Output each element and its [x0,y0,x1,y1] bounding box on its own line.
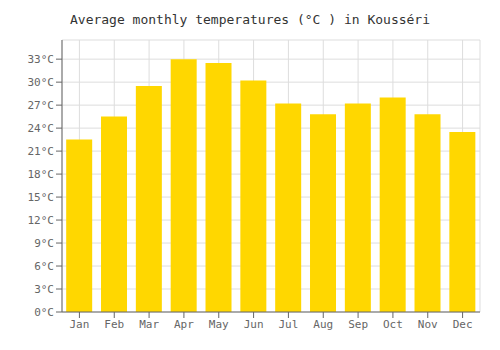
svg-text:3°C: 3°C [34,283,54,296]
svg-text:Jan: Jan [69,318,89,331]
svg-text:9°C: 9°C [34,237,54,250]
svg-text:Dec: Dec [453,318,473,331]
svg-text:33°C: 33°C [28,53,55,66]
svg-text:Apr: Apr [174,318,194,331]
svg-text:18°C: 18°C [28,168,55,181]
svg-text:Mar: Mar [139,318,159,331]
svg-text:Aug: Aug [313,318,333,331]
svg-text:30°C: 30°C [28,76,55,89]
svg-text:Nov: Nov [418,318,438,331]
svg-text:Jul: Jul [278,318,298,331]
svg-text:12°C: 12°C [28,214,55,227]
svg-text:May: May [209,318,229,331]
svg-text:Sep: Sep [348,318,368,331]
svg-text:6°C: 6°C [34,260,54,273]
svg-text:27°C: 27°C [28,99,55,112]
svg-text:21°C: 21°C [28,145,55,158]
svg-text:0°C: 0°C [34,306,54,319]
svg-text:Jun: Jun [244,318,264,331]
svg-text:Feb: Feb [104,318,124,331]
html-text:Average monthly temperatures (: Average monthly temperatures (°C ) in Ko… [70,12,430,27]
svg-text:24°C: 24°C [28,122,55,135]
svg-text:15°C: 15°C [28,191,55,204]
svg-text:Oct: Oct [383,318,403,331]
